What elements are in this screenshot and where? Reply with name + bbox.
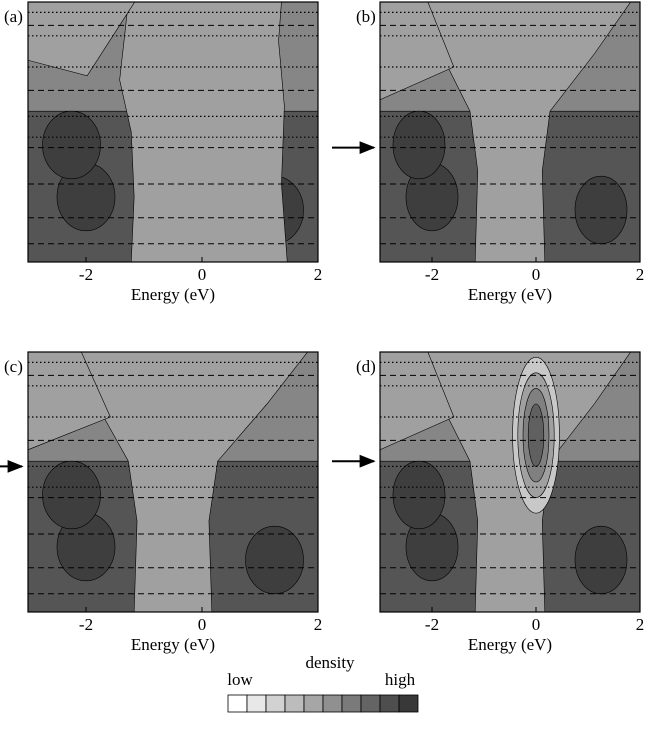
- contour-level: [527, 403, 545, 467]
- contour-level: [392, 460, 446, 530]
- x-axis-label: Energy (eV): [131, 285, 215, 304]
- panel-label: (d): [356, 357, 376, 376]
- plot-frame: [379, 351, 641, 613]
- x-tick-label: 0: [198, 615, 207, 634]
- contour-plot: [28, 2, 318, 262]
- x-tick-label: 2: [314, 615, 323, 634]
- contour-level: [392, 110, 446, 180]
- contour-plot: [380, 352, 640, 612]
- x-tick-label: 0: [198, 265, 207, 284]
- contour-level: [380, 352, 455, 451]
- contour-level: [28, 352, 111, 451]
- contour-plot: [380, 2, 640, 262]
- x-tick-label: 2: [636, 615, 645, 634]
- colorbar-swatch: [284, 694, 305, 713]
- colorbar-swatch: [379, 694, 400, 713]
- colorbar-swatch: [341, 694, 362, 713]
- contour-level: [28, 2, 136, 77]
- contour-level: [42, 460, 101, 530]
- contour-plot: [28, 352, 318, 612]
- colorbar-swatch: [398, 694, 419, 713]
- x-tick-label: -2: [425, 615, 439, 634]
- colorbar-swatch: [322, 694, 343, 713]
- contour-level: [119, 2, 288, 262]
- colorbar-swatch: [246, 694, 267, 713]
- colorbar-swatch: [265, 694, 286, 713]
- x-tick-label: 2: [636, 265, 645, 284]
- contour-level: [574, 175, 628, 245]
- x-tick-label: 0: [532, 615, 541, 634]
- colorbar-swatch: [360, 694, 381, 713]
- x-axis-label: Energy (eV): [468, 285, 552, 304]
- colorbar-low: low: [227, 670, 253, 689]
- colorbar-swatch: [303, 694, 324, 713]
- x-tick-label: -2: [79, 265, 93, 284]
- x-tick-label: -2: [425, 265, 439, 284]
- x-tick-label: 2: [314, 265, 323, 284]
- x-tick-label: -2: [79, 615, 93, 634]
- plot-frame: [379, 1, 641, 263]
- plot-frame: [27, 351, 319, 613]
- panel-label: (b): [356, 7, 376, 26]
- x-axis-label: Energy (eV): [468, 635, 552, 654]
- plot-frame: [27, 1, 319, 263]
- x-tick-label: 0: [532, 265, 541, 284]
- colorbar-swatch: [227, 694, 248, 713]
- contour-level: [380, 2, 455, 101]
- contour-level: [245, 525, 304, 595]
- panel-label: (c): [4, 357, 23, 376]
- colorbar-title: density: [305, 653, 355, 672]
- contour-level: [574, 525, 628, 595]
- panel-label: (a): [4, 7, 23, 26]
- colorbar-high: high: [385, 670, 416, 689]
- x-axis-label: Energy (eV): [131, 635, 215, 654]
- contour-level: [42, 110, 101, 180]
